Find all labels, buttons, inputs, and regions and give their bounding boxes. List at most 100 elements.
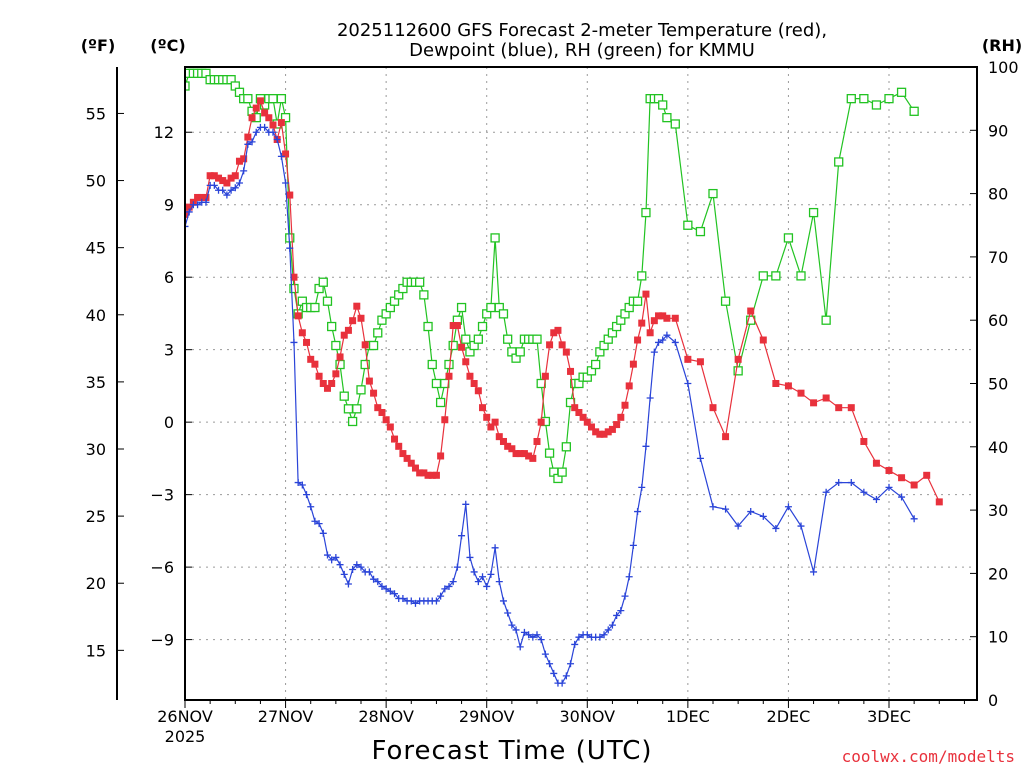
dewpoint-point xyxy=(604,626,612,634)
rh-point xyxy=(591,359,601,370)
temperature-point xyxy=(391,435,399,443)
rh-tick-label: 50 xyxy=(988,375,1008,394)
temperature-point xyxy=(223,179,231,187)
temperature-point xyxy=(386,423,394,431)
dewpoint-point xyxy=(219,186,227,194)
temperature-point xyxy=(709,404,717,412)
rh-point xyxy=(322,296,333,306)
temperature-point xyxy=(256,97,264,105)
dewpoint-point xyxy=(491,544,499,552)
temperature-point xyxy=(541,372,549,380)
time-tick-label: 29NOV xyxy=(459,707,515,726)
time-tick-label: 28NOV xyxy=(358,707,414,726)
dewpoint-point xyxy=(638,483,646,491)
dewpoint-point xyxy=(847,479,855,487)
temperature-point xyxy=(328,380,336,387)
dewpoint-point xyxy=(709,503,717,511)
temperature-point xyxy=(847,404,855,412)
rh-point xyxy=(280,112,291,123)
rh-point xyxy=(419,290,429,300)
rh-point xyxy=(347,416,358,427)
dewpoint-point xyxy=(479,573,487,581)
temperature-point xyxy=(282,150,290,158)
temperature-point xyxy=(210,172,218,180)
dewpoint-point xyxy=(558,679,566,687)
dewpoint-point xyxy=(210,181,218,189)
plot-frame xyxy=(184,66,978,701)
temperature-point xyxy=(579,413,587,421)
fahrenheit-tick-label: 25 xyxy=(86,507,106,526)
temperature-point xyxy=(550,329,558,337)
dewpoint-point xyxy=(353,561,361,569)
temperature-point xyxy=(252,104,260,112)
dewpoint-point xyxy=(466,553,474,561)
dewpoint-point xyxy=(621,592,629,600)
temperature-point xyxy=(613,421,621,429)
temperature-point xyxy=(441,416,449,424)
dewpoint-point xyxy=(336,561,344,569)
rh-point xyxy=(490,233,500,243)
temperature-point xyxy=(722,433,730,441)
time-tick-sublabel: 2025 xyxy=(165,727,206,746)
dewpoint-point xyxy=(470,568,478,576)
temperature-point xyxy=(298,329,306,337)
dewpoint-point xyxy=(898,493,906,501)
dewpoint-point xyxy=(449,578,457,586)
credit-text: coolwx.com/modelts xyxy=(842,747,1015,766)
celsius-tick-label: 3 xyxy=(164,341,174,360)
dewpoint-point xyxy=(600,631,608,639)
dewpoint-point xyxy=(650,348,658,356)
temperature-point xyxy=(420,469,428,477)
temperature-point xyxy=(286,191,294,199)
dewpoint-point xyxy=(722,505,730,513)
series-temperature xyxy=(185,97,943,506)
temperature-point xyxy=(650,317,658,325)
rh-point xyxy=(448,340,458,351)
dewpoint-point xyxy=(516,643,524,651)
rh-point xyxy=(884,94,894,104)
rh-tick-label: 30 xyxy=(988,501,1008,520)
rh-tick-label: 90 xyxy=(988,121,1008,140)
temperature-point xyxy=(491,418,499,426)
rh-point xyxy=(670,119,680,129)
rh-point xyxy=(335,359,345,370)
temperature-point xyxy=(655,312,663,320)
rh-point xyxy=(720,296,731,306)
temperature-point xyxy=(872,459,880,467)
temperature-point xyxy=(629,360,637,368)
temperature-point xyxy=(546,341,554,349)
rh-point xyxy=(356,385,366,395)
dewpoint-point xyxy=(546,660,554,668)
dewpoint-point xyxy=(437,592,445,600)
temperature-point xyxy=(642,290,650,298)
rh-point xyxy=(532,334,542,344)
rh-point xyxy=(733,366,743,376)
dewpoint-point xyxy=(655,338,663,346)
rh-point xyxy=(771,271,781,281)
temperature-point xyxy=(659,312,667,320)
temperature-point xyxy=(416,469,424,477)
rh-point xyxy=(289,283,299,294)
dewpoint-point xyxy=(294,479,302,487)
dewpoint-point xyxy=(474,578,482,586)
rh-unit-label: (RH) xyxy=(982,36,1022,55)
dewpoint-point xyxy=(248,138,256,146)
temperature-point xyxy=(319,380,327,387)
dewpoint-point xyxy=(340,570,348,578)
temperature-point xyxy=(466,372,474,380)
dewpoint-point xyxy=(885,483,893,491)
temperature-point xyxy=(638,319,646,327)
celsius-tick-label: 9 xyxy=(164,196,174,215)
dewpoint-point xyxy=(286,244,294,252)
rh-point xyxy=(456,302,467,313)
temperature-point xyxy=(198,193,206,201)
dewpoint-point xyxy=(562,672,570,680)
rh-tick-label: 70 xyxy=(988,248,1008,267)
temperature-point xyxy=(470,380,478,387)
temperature-point xyxy=(353,302,361,310)
celsius-axis: 12 9 6 3 0 −3 −6 −9 xyxy=(150,123,192,650)
rh-point xyxy=(431,378,442,389)
rh-point xyxy=(310,302,320,313)
temperature-point xyxy=(885,466,893,474)
